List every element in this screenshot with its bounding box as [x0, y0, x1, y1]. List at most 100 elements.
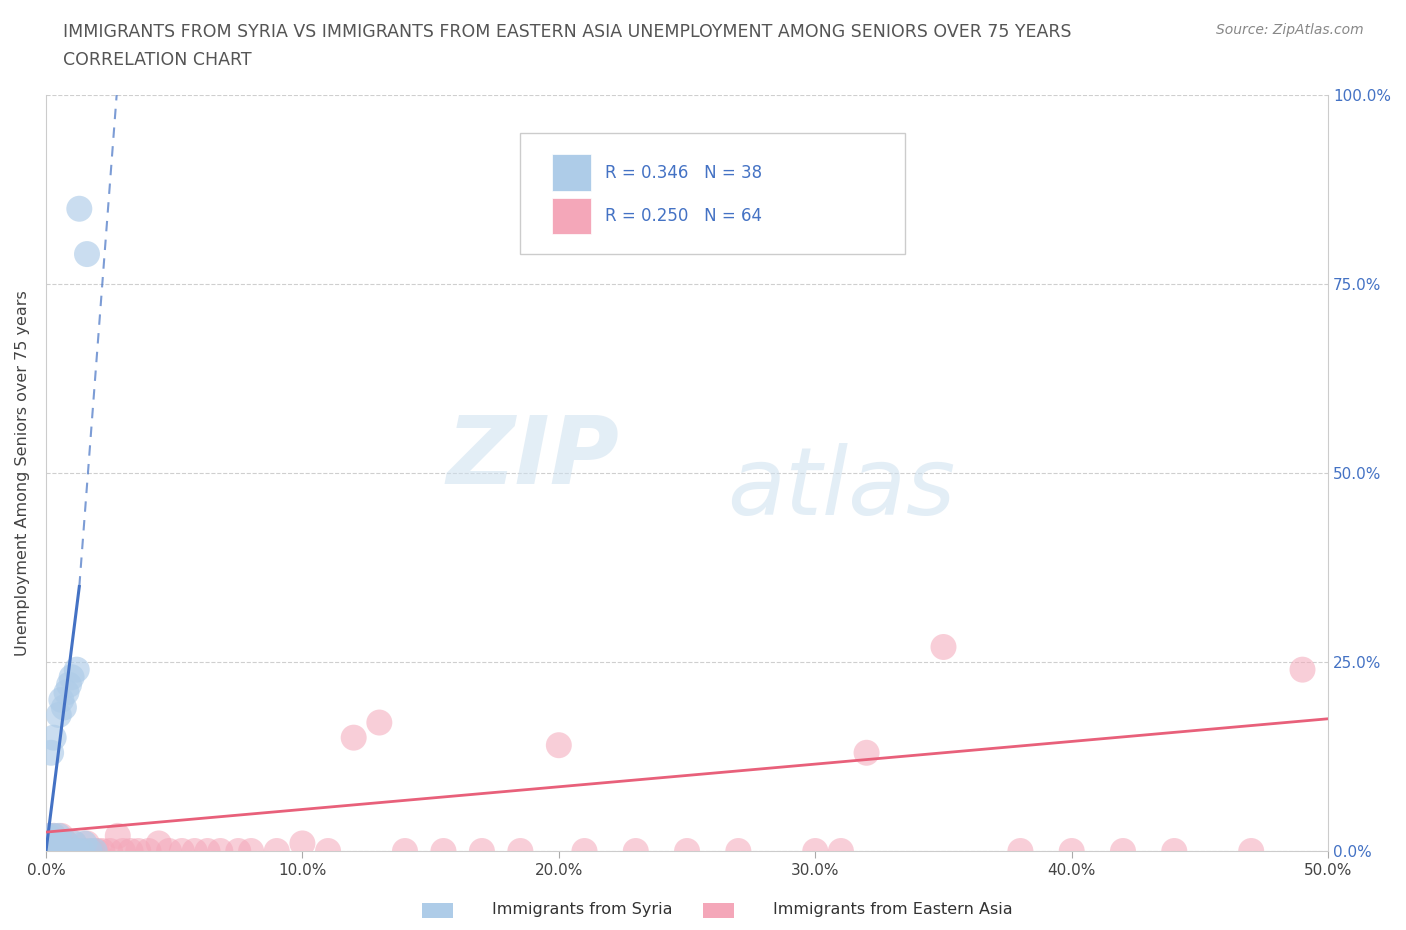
Point [51, 836, 73, 851]
Y-axis label: Unemployment Among Seniors over 75 years: Unemployment Among Seniors over 75 years [15, 290, 30, 656]
Point [39, 836, 62, 851]
Point [55, 844, 77, 858]
Point [1010, 844, 1032, 858]
Point [316, 844, 339, 858]
Point [83, 844, 105, 858]
Point [1163, 844, 1185, 858]
Point [45, 844, 67, 858]
Point [38, 844, 60, 858]
Point [932, 640, 955, 655]
Point [63, 836, 86, 851]
Point [51, 844, 73, 858]
Point [55, 684, 77, 699]
Point [368, 715, 391, 730]
Point [39, 836, 62, 851]
Point [1112, 844, 1135, 858]
Point [52, 844, 75, 858]
Point [1291, 662, 1313, 677]
Point [60, 844, 83, 858]
Point [120, 844, 142, 858]
Point [63, 836, 86, 851]
Point [38, 844, 60, 858]
Point [39, 844, 62, 858]
Point [52, 700, 75, 715]
Point [91, 844, 114, 858]
Point [51, 693, 73, 708]
Point [38, 829, 60, 844]
Point [82, 844, 104, 858]
Point [676, 844, 699, 858]
Point [127, 844, 149, 858]
Point [39, 844, 62, 858]
Point [76, 246, 98, 261]
Point [1240, 844, 1263, 858]
Point [39, 745, 62, 760]
Point [42, 844, 65, 858]
Point [830, 844, 852, 858]
Point [240, 844, 263, 858]
Point [51, 829, 73, 844]
Point [58, 677, 80, 692]
Point [67, 844, 90, 858]
Text: atlas: atlas [727, 443, 955, 534]
Point [266, 844, 288, 858]
Point [48, 844, 70, 858]
Point [38, 844, 60, 858]
Point [55, 836, 77, 851]
Point [509, 844, 531, 858]
Point [1060, 844, 1083, 858]
Point [58, 844, 80, 858]
Point [76, 836, 98, 851]
Point [727, 844, 749, 858]
Point [66, 662, 89, 677]
Point [197, 844, 219, 858]
Point [70, 844, 93, 858]
Point [45, 844, 67, 858]
Point [38, 844, 60, 858]
Point [624, 844, 647, 858]
Point [45, 836, 67, 851]
Text: CORRELATION CHART: CORRELATION CHART [63, 51, 252, 69]
Point [343, 730, 366, 745]
Point [48, 708, 70, 723]
Point [157, 844, 180, 858]
Point [855, 745, 877, 760]
Point [42, 844, 65, 858]
Point [111, 844, 134, 858]
Point [471, 844, 494, 858]
Point [60, 670, 83, 684]
Point [73, 844, 96, 858]
Point [66, 844, 89, 858]
Point [138, 844, 160, 858]
Point [432, 844, 454, 858]
Point [209, 844, 232, 858]
Text: ZIP: ZIP [447, 412, 620, 504]
Point [48, 844, 70, 858]
Point [60, 844, 83, 858]
Point [79, 844, 101, 858]
Point [804, 844, 827, 858]
Point [48, 829, 70, 844]
Point [38, 829, 60, 844]
Point [55, 844, 77, 858]
Point [86, 844, 108, 858]
Point [170, 844, 193, 858]
Point [547, 737, 569, 752]
Point [394, 844, 416, 858]
Text: R = 0.250   N = 64: R = 0.250 N = 64 [605, 207, 762, 225]
Point [67, 201, 90, 216]
Point [148, 836, 170, 851]
Text: Source: ZipAtlas.com: Source: ZipAtlas.com [1216, 23, 1364, 37]
Point [39, 844, 62, 858]
Text: R = 0.346   N = 38: R = 0.346 N = 38 [605, 165, 762, 182]
Text: Immigrants from Eastern Asia: Immigrants from Eastern Asia [773, 902, 1012, 917]
Point [38, 836, 60, 851]
Point [66, 844, 89, 858]
Bar [553, 154, 591, 191]
Point [183, 844, 205, 858]
Point [55, 836, 77, 851]
FancyBboxPatch shape [520, 133, 905, 254]
Point [42, 844, 65, 858]
Point [226, 844, 249, 858]
Point [574, 844, 596, 858]
